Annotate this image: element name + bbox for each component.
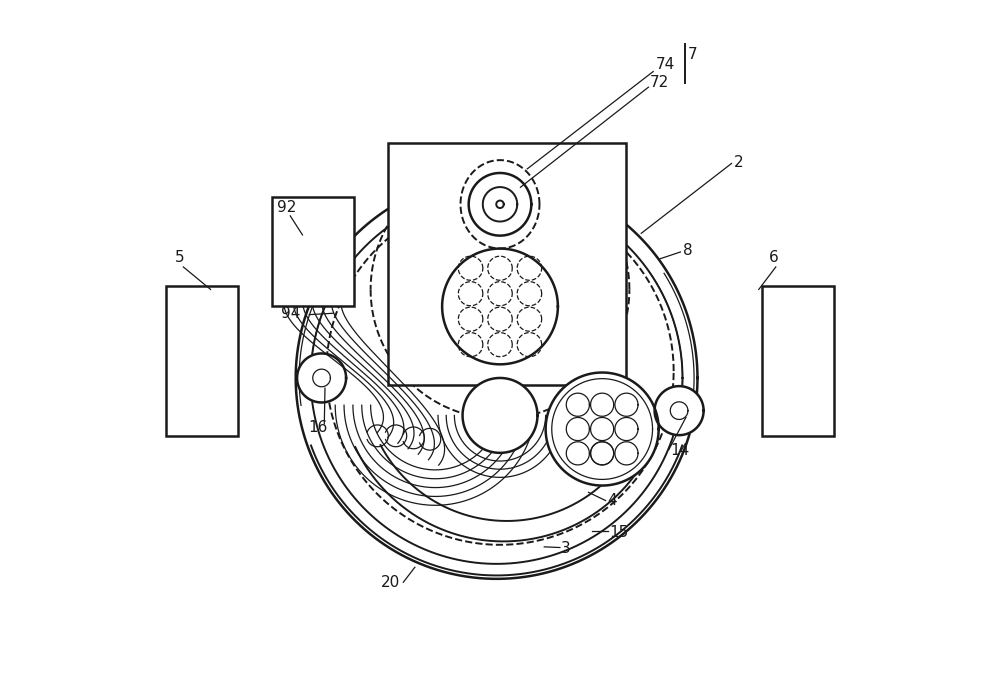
Polygon shape [297, 353, 346, 402]
Text: 2: 2 [734, 155, 743, 170]
Text: 74: 74 [655, 57, 675, 72]
Text: 92: 92 [277, 200, 296, 215]
Text: 72: 72 [650, 75, 669, 90]
Bar [762, 286, 834, 436]
Text: 8: 8 [683, 243, 692, 258]
Text: 6: 6 [769, 250, 779, 265]
Bar [272, 197, 354, 306]
Text: 20: 20 [381, 575, 400, 590]
Polygon shape [655, 386, 704, 435]
Text: 3: 3 [561, 541, 571, 556]
Polygon shape [546, 373, 659, 486]
Bar [166, 286, 238, 436]
Polygon shape [463, 378, 537, 453]
Text: 16: 16 [308, 420, 327, 435]
Text: 94: 94 [281, 306, 300, 321]
Text: 7: 7 [688, 47, 698, 62]
Text: 5: 5 [174, 250, 184, 265]
Text: 4: 4 [607, 493, 617, 508]
Bar [388, 143, 626, 385]
Text: 15: 15 [609, 524, 628, 539]
Text: 14: 14 [670, 443, 690, 458]
